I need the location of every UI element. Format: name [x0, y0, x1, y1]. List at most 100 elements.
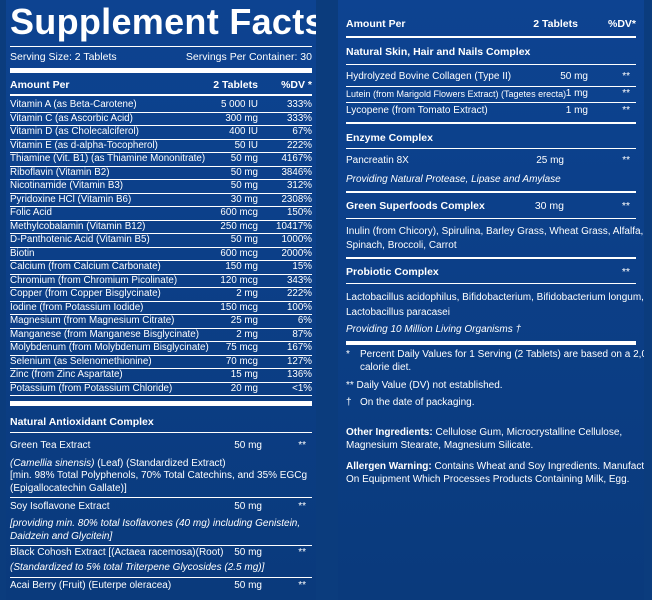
- thick-divider: [10, 401, 312, 406]
- ingredient-amount: 50 mg: [234, 580, 262, 591]
- allergen-warning-label: Allergen Warning:: [346, 461, 432, 472]
- nutrient-dv: 127%: [286, 355, 312, 367]
- nutrient-dv: 6%: [297, 315, 312, 326]
- vitamin-row: Vitamin A (as Beta-Carotene) 5 000 IU 333%: [10, 99, 312, 111]
- nutrient-amount: 150 mcg: [220, 301, 258, 313]
- footnote-packaging: On the date of packaging.: [360, 397, 475, 408]
- ingredient-name: Acai Berry (Fruit) (Euterpe oleracea): [10, 580, 172, 591]
- probiotic-list-cont: Lactobacillus paracasei: [346, 307, 450, 318]
- skin-item-lutein: Lutein (from Marigold Flowers Extract) (…: [346, 88, 636, 100]
- nutrient-dv: 333%: [286, 112, 312, 124]
- ingredient-name: Hydrolyzed Bovine Collagen (Type II): [346, 71, 512, 82]
- divider: [10, 94, 312, 96]
- row-divider: [10, 354, 312, 356]
- nutrient-dv: 2000%: [281, 247, 312, 259]
- vitamin-row: Copper (from Copper Bisglycinate) 2 mg 222…: [10, 288, 312, 300]
- ingredient-dv: **: [621, 266, 630, 278]
- divider: [10, 46, 312, 47]
- enzyme-complex-header: Enzyme Complex: [346, 132, 433, 144]
- nutrient-name: Methylcobalamin (Vitamin B12): [10, 220, 146, 232]
- black-cohosh-row: Black Cohosh Extract [(Actaea racemosa)(…: [10, 547, 312, 559]
- vitamin-row: Iodine (from Potassium Iodide) 150 mcg 100…: [10, 302, 312, 314]
- green-superfoods-header: Green Superfoods Complex: [346, 200, 485, 212]
- ingredient-amount: 30 mg: [534, 200, 564, 212]
- row-divider: [10, 233, 312, 234]
- footnote-mark-asterisk: *: [346, 349, 350, 360]
- row-divider: [10, 246, 312, 248]
- column-amount-per: Amount Per: [346, 18, 406, 30]
- ingredient-name: Lutein (from Marigold Flowers Extract) (…: [346, 89, 567, 99]
- nutrient-name: Chromium (from Chromium Picolinate): [10, 274, 178, 286]
- nutrient-dv: 3846%: [281, 166, 312, 178]
- antioxidant-complex-header: Natural Antioxidant Complex: [10, 416, 154, 428]
- column-2-tablets: 2 Tablets: [533, 18, 578, 30]
- nutrient-amount: 2 mg: [236, 328, 258, 340]
- divider: [346, 257, 636, 259]
- row-divider: [10, 314, 312, 315]
- divider: [346, 191, 636, 193]
- row-divider: [10, 179, 312, 180]
- ingredient-amount: 1 mg: [565, 105, 588, 116]
- nutrient-dv: <1%: [292, 382, 312, 394]
- nutrient-amount: 50 mg: [230, 180, 258, 191]
- vitamin-row: Vitamin C (as Ascorbic Acid) 300 mg 333%: [10, 113, 312, 125]
- probiotic-note: Providing 10 Million Living Organisms †: [346, 324, 522, 335]
- nutrient-dv: 15%: [292, 261, 312, 272]
- row-divider: [10, 192, 312, 194]
- vitamin-row: Selenium (as Selenomethionine) 70 mcg 127%: [10, 356, 312, 368]
- acai-berry-row: Acai Berry (Fruit) (Euterpe oleracea) 50…: [10, 580, 312, 592]
- column-2-tablets: 2 Tablets: [213, 79, 258, 91]
- skin-complex-header: Natural Skin, Hair and Nails Complex: [346, 46, 531, 58]
- footnote-dv-not-established: ** Daily Value (DV) not established.: [346, 380, 503, 391]
- nutrient-name: Calcium (from Calcium Carbonate): [10, 261, 161, 272]
- soy-details-cont: Daidzein and Glycitein]: [10, 531, 113, 542]
- column-dv: %DV *: [281, 79, 312, 91]
- other-ingredients-label: Other Ingredients:: [346, 427, 433, 438]
- nutrient-dv: 333%: [286, 99, 312, 110]
- ingredient-dv: **: [622, 88, 630, 99]
- ingredient-name: Soy Isoflavone Extract: [10, 501, 110, 512]
- skin-item-lycopene: Lycopene (from Tomato Extract) 1 mg **: [346, 105, 636, 117]
- latin-name: (Camellia sinensis): [10, 458, 95, 469]
- row-divider: [10, 368, 312, 369]
- vitamin-row: Folic Acid 600 mcg 150%: [10, 207, 312, 219]
- nutrient-amount: 5 000 IU: [220, 99, 258, 110]
- ingredient-dv: **: [298, 547, 306, 558]
- ingredient-dv: **: [622, 155, 630, 166]
- row-divider: [10, 381, 312, 383]
- nutrient-dv: 150%: [286, 207, 312, 218]
- row-divider: [10, 395, 312, 396]
- nutrient-amount: 20 mg: [230, 382, 258, 394]
- pancreatin-row: Pancreatin 8X 25 mg **: [346, 155, 636, 167]
- vitamin-row: Molybdenum (from Molybdenum Bisglycinate…: [10, 342, 312, 354]
- divider: [346, 122, 636, 124]
- ingredient-name: Pancreatin 8X: [346, 155, 409, 166]
- nutrient-name: Magnesium (from Magnesium Citrate): [10, 315, 175, 326]
- divider: [10, 497, 312, 498]
- ingredient-dv: **: [298, 580, 306, 591]
- row-divider: [10, 111, 312, 113]
- nutrient-name: Molybdenum (from Molybdenum Bisglycinate…: [10, 342, 209, 353]
- nutrient-amount: 400 IU: [229, 126, 258, 137]
- nutrient-amount: 300 mg: [225, 112, 258, 124]
- nutrient-amount: 25 mg: [230, 315, 258, 326]
- serving-size: Serving Size: 2 Tablets: [10, 51, 117, 63]
- green-tea-standardization: [min. 98% Total Polyphenols, 70% Total C…: [10, 470, 308, 481]
- nutrient-amount: 30 mg: [230, 193, 258, 205]
- nutrient-name: Copper (from Copper Bisglycinate): [10, 288, 161, 299]
- nutrient-amount: 2 mg: [236, 288, 258, 299]
- row-divider: [10, 300, 312, 302]
- nutrient-name: Biotin: [10, 247, 35, 259]
- nutrient-name: Potassium (from Potassium Chloride): [10, 382, 173, 394]
- soy-isoflavone-row: Soy Isoflavone Extract 50 mg **: [10, 501, 312, 513]
- black-cohosh-details: (Standardized to 5% total Triterpene Gly…: [10, 562, 265, 573]
- allergen-warning: Allergen Warning: Contains Wheat and Soy…: [346, 461, 644, 474]
- nutrient-name: Selenium (as Selenomethionine): [10, 355, 152, 367]
- row-divider: [10, 219, 312, 221]
- nutrient-name: Folic Acid: [10, 207, 52, 218]
- footnote-daily-values-cont: calorie diet.: [360, 362, 412, 373]
- nutrient-name: Vitamin E (as d-alpha-Tocopherol): [10, 139, 158, 151]
- nutrient-name: Iodine (from Potassium Iodide): [10, 301, 144, 313]
- nutrient-dv: 222%: [286, 139, 312, 151]
- vitamin-row: Manganese (from Manganese Bisglycinate) 2…: [10, 329, 312, 341]
